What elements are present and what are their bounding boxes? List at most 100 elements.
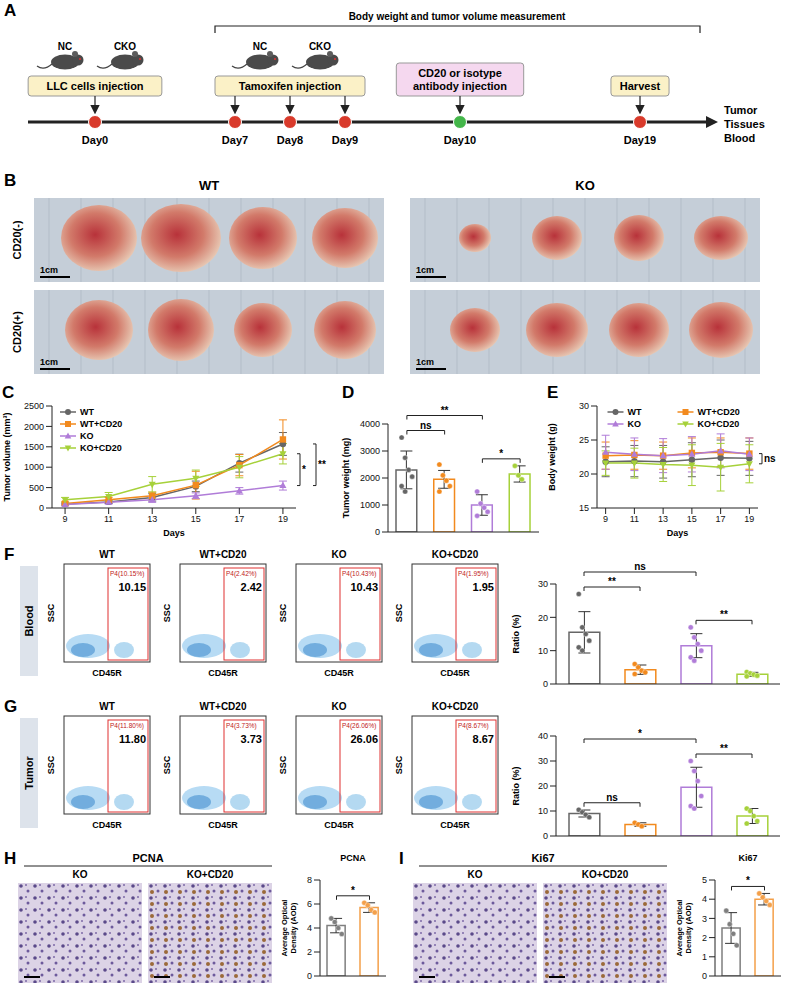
svg-text:KO: KO — [73, 869, 88, 880]
svg-text:2500: 2500 — [24, 401, 44, 411]
svg-text:1cm: 1cm — [416, 357, 434, 367]
svg-text:KO+CD20: KO+CD20 — [582, 869, 629, 880]
svg-text:Tamoxifen injection: Tamoxifen injection — [239, 80, 342, 92]
svg-text:KO: KO — [332, 701, 347, 712]
svg-text:8: 8 — [307, 875, 312, 885]
svg-text:2: 2 — [307, 947, 312, 957]
svg-text:P4(10.15%): P4(10.15%) — [110, 570, 144, 578]
svg-text:Blood: Blood — [724, 132, 755, 144]
svg-text:19: 19 — [278, 514, 288, 524]
svg-text:26.06: 26.06 — [350, 733, 378, 745]
svg-text:WT: WT — [99, 549, 115, 560]
svg-text:CD45R: CD45R — [208, 820, 238, 830]
svg-text:30: 30 — [579, 401, 589, 411]
svg-text:**: ** — [720, 743, 728, 754]
svg-text:CD45R: CD45R — [324, 668, 354, 678]
svg-text:0: 0 — [702, 971, 707, 981]
svg-text:2000: 2000 — [24, 422, 44, 432]
svg-text:KO: KO — [332, 549, 347, 560]
svg-text:Body weight and tumor volume m: Body weight and tumor volume measurement — [349, 11, 566, 22]
svg-text:*: * — [638, 728, 642, 739]
svg-text:SSC: SSC — [394, 603, 404, 622]
svg-text:17: 17 — [716, 514, 726, 524]
svg-text:P4(8.67%): P4(8.67%) — [458, 722, 489, 730]
svg-text:PCNA: PCNA — [132, 852, 163, 864]
svg-text:9: 9 — [63, 514, 68, 524]
svg-text:2: 2 — [702, 933, 707, 943]
svg-text:**: ** — [318, 459, 326, 470]
svg-text:KO: KO — [628, 419, 642, 429]
svg-text:Ratio (%): Ratio (%) — [511, 615, 521, 654]
svg-text:Average Optical: Average Optical — [675, 900, 684, 957]
svg-text:1cm: 1cm — [40, 357, 58, 367]
svg-text:3000: 3000 — [360, 446, 380, 456]
svg-text:P4(2.42%): P4(2.42%) — [226, 570, 257, 578]
svg-text:ns: ns — [634, 561, 646, 572]
svg-text:Day9: Day9 — [332, 134, 358, 146]
svg-text:6: 6 — [307, 899, 312, 909]
svg-text:8.67: 8.67 — [473, 733, 494, 745]
svg-text:17: 17 — [234, 514, 244, 524]
svg-text:10: 10 — [538, 646, 548, 656]
svg-text:3: 3 — [702, 914, 707, 924]
svg-text:Day19: Day19 — [624, 134, 656, 146]
svg-text:20: 20 — [538, 781, 548, 791]
svg-text:Days: Days — [667, 528, 689, 538]
svg-text:CD45R: CD45R — [440, 668, 470, 678]
svg-text:1.95: 1.95 — [473, 581, 494, 593]
svg-text:500: 500 — [29, 483, 44, 493]
svg-text:Average Optical: Average Optical — [280, 900, 289, 957]
svg-text:NC: NC — [253, 41, 267, 52]
svg-text:P4(11.80%): P4(11.80%) — [110, 722, 144, 730]
svg-text:Tissues: Tissues — [724, 118, 765, 130]
svg-text:CD45R: CD45R — [440, 820, 470, 830]
svg-text:SSC: SSC — [162, 603, 172, 622]
svg-text:CKO: CKO — [114, 41, 136, 52]
svg-text:WT: WT — [628, 407, 642, 417]
svg-text:Day10: Day10 — [444, 134, 476, 146]
svg-text:13: 13 — [147, 514, 157, 524]
svg-text:WT: WT — [199, 178, 219, 193]
svg-text:4: 4 — [702, 894, 707, 904]
svg-text:WT: WT — [80, 407, 94, 417]
svg-text:KO+CD20: KO+CD20 — [432, 549, 479, 560]
svg-text:1cm: 1cm — [416, 265, 434, 275]
svg-text:**: ** — [441, 405, 449, 416]
svg-text:19: 19 — [744, 514, 754, 524]
svg-text:11: 11 — [630, 514, 639, 524]
svg-text:Day7: Day7 — [222, 134, 248, 146]
svg-text:20: 20 — [538, 613, 548, 623]
svg-text:KO+CD20: KO+CD20 — [698, 419, 740, 429]
svg-text:1cm: 1cm — [40, 265, 58, 275]
svg-text:40: 40 — [538, 731, 548, 741]
svg-text:WT+CD20: WT+CD20 — [80, 419, 122, 429]
svg-text:30: 30 — [538, 756, 548, 766]
svg-text:ns: ns — [764, 453, 776, 464]
svg-text:1: 1 — [702, 952, 707, 962]
svg-text:KO: KO — [468, 869, 483, 880]
svg-text:Body weight (g): Body weight (g) — [547, 423, 557, 491]
svg-text:SSC: SSC — [278, 603, 288, 622]
svg-text:*: * — [499, 448, 503, 459]
svg-text:30: 30 — [538, 579, 548, 589]
svg-text:11: 11 — [104, 514, 113, 524]
svg-text:11.80: 11.80 — [119, 733, 146, 745]
svg-text:SSC: SSC — [394, 755, 404, 774]
svg-text:1000: 1000 — [360, 500, 380, 510]
svg-text:10.43: 10.43 — [350, 581, 378, 593]
svg-text:0: 0 — [543, 679, 548, 689]
svg-text:KO: KO — [80, 431, 94, 441]
svg-text:KO+CD20: KO+CD20 — [187, 869, 234, 880]
svg-text:**: ** — [608, 576, 616, 587]
svg-text:CD45R: CD45R — [324, 820, 354, 830]
svg-text:NC: NC — [58, 41, 72, 52]
svg-text:4000: 4000 — [360, 419, 380, 429]
svg-text:PCNA: PCNA — [340, 853, 366, 863]
svg-text:10: 10 — [538, 806, 548, 816]
svg-text:Density (AOD): Density (AOD) — [289, 902, 298, 953]
svg-text:CD45R: CD45R — [92, 820, 122, 830]
svg-text:5: 5 — [702, 875, 707, 885]
svg-text:Ki67: Ki67 — [738, 853, 757, 863]
svg-text:CD20(+): CD20(+) — [11, 311, 23, 353]
svg-text:Harvest: Harvest — [620, 80, 661, 92]
